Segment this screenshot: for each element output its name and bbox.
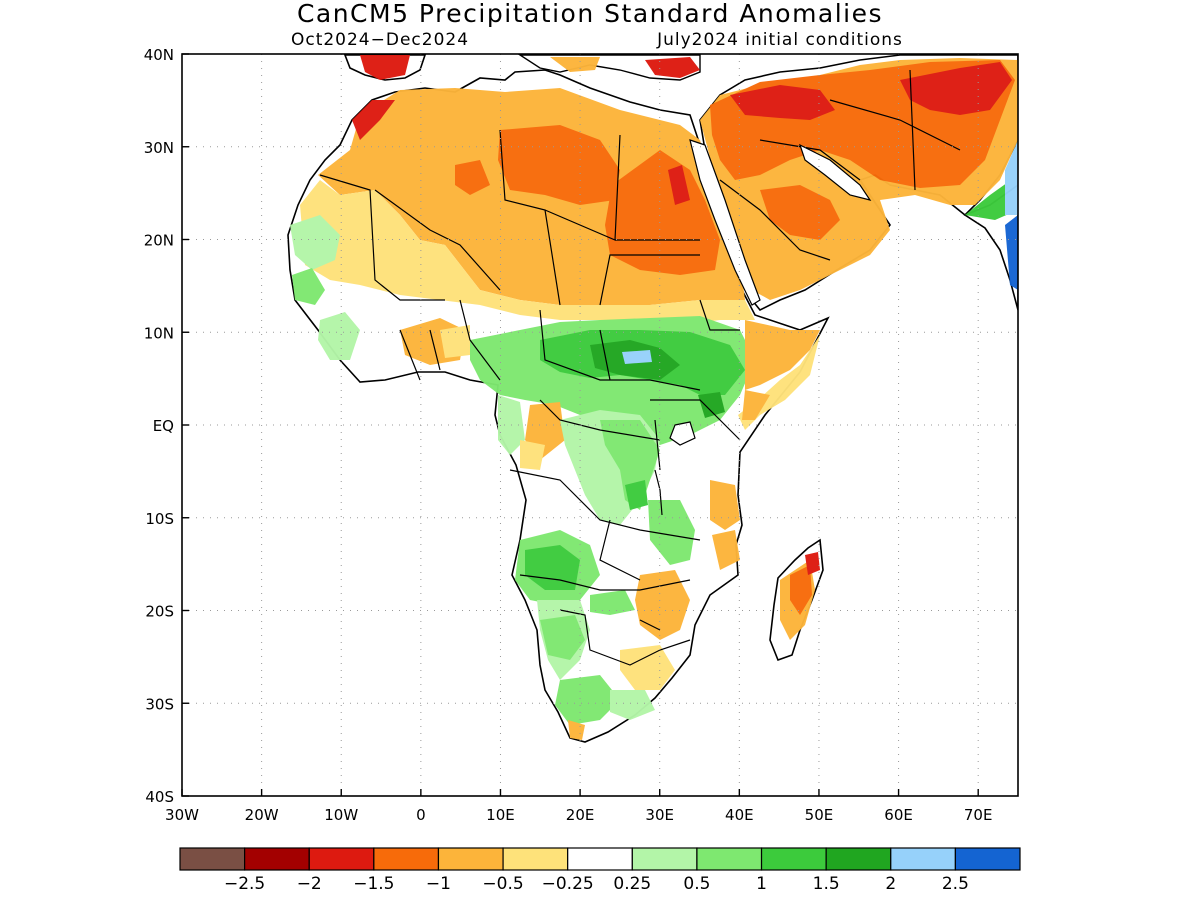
colorbar-swatch: [760, 847, 827, 871]
period-subtitle: Oct2024−Dec2024: [291, 30, 469, 50]
colorbar-swatch: [890, 847, 956, 871]
lat-tick-label: 30S: [145, 695, 174, 713]
lon-tick-label: 10W: [324, 806, 358, 824]
gridlines: [182, 54, 1018, 796]
lon-tick-label: 70E: [964, 806, 993, 824]
lat-tick-label: 40N: [144, 46, 174, 64]
longitude-axis: 30W 20W 10W 0 10E 20E 30E 40E 50E 60E 70E: [165, 789, 992, 824]
colorbar-label: 1.5: [813, 874, 840, 894]
colorbar-swatch: [437, 847, 504, 871]
lon-tick-label: 0: [416, 806, 426, 824]
lon-tick-label: 20W: [245, 806, 279, 824]
colorbar-label: 2: [885, 874, 896, 894]
lat-tick-label: EQ: [153, 417, 174, 435]
colorbar-label: −0.25: [542, 874, 594, 894]
colorbar-label: 0.5: [683, 874, 710, 894]
plot-area: [182, 54, 1018, 796]
lat-tick-label: 30N: [144, 139, 174, 157]
colorbar-label: −1: [426, 874, 451, 894]
colorbar-swatch: [825, 847, 892, 871]
colorbar-swatch: [696, 847, 763, 871]
latitude-axis: 40N 30N 20N 10N EQ 10S 20S 30S 40S: [144, 46, 189, 806]
colorbar-swatch: [502, 847, 569, 871]
colorbar-swatch: [244, 847, 310, 871]
lon-tick-label: 30E: [645, 806, 674, 824]
colorbar-label: −1.5: [353, 874, 394, 894]
lat-tick-label: 20S: [145, 603, 174, 621]
lon-tick-label: 30W: [165, 806, 199, 824]
colorbar-swatch: [954, 847, 1021, 871]
colorbar-swatch: [179, 847, 246, 871]
lon-tick-label: 20E: [566, 806, 595, 824]
lat-tick-label: 20N: [144, 232, 174, 250]
lon-tick-label: 10E: [486, 806, 515, 824]
lon-tick-label: 60E: [884, 806, 913, 824]
colorbar-swatch: [373, 847, 440, 871]
colorbar-swatch: [567, 847, 633, 871]
lat-tick-label: 40S: [145, 788, 174, 806]
colorbar: −2.5 −2 −1.5 −1 −0.5 −0.25 0.25 0.5 1 1.5 2 2.5: [179, 847, 1021, 894]
persian-gulf: [798, 143, 872, 201]
colorbar-label: 0.25: [613, 874, 651, 894]
country-borders: [319, 69, 961, 666]
lake-victoria: [669, 421, 696, 446]
lon-tick-label: 40E: [725, 806, 754, 824]
colorbar-label: 2.5: [942, 874, 969, 894]
red-sea: [689, 139, 761, 306]
colorbar-label: −0.5: [482, 874, 523, 894]
lon-tick-label: 50E: [805, 806, 834, 824]
colorbar-label: 1: [756, 874, 767, 894]
colorbar-swatch: [631, 847, 698, 871]
colorbar-swatch: [308, 847, 375, 871]
lake-tanganyika: [654, 469, 663, 516]
colorbar-label: −2: [297, 874, 322, 894]
anomaly-shading: [290, 55, 1018, 740]
map-title: CanCM5 Precipitation Standard Anomalies: [297, 0, 883, 28]
init-conditions-subtitle: July2024 initial conditions: [656, 30, 903, 50]
colorbar-label: −2.5: [224, 874, 265, 894]
lat-tick-label: 10S: [145, 510, 174, 528]
lat-tick-label: 10N: [144, 324, 174, 342]
